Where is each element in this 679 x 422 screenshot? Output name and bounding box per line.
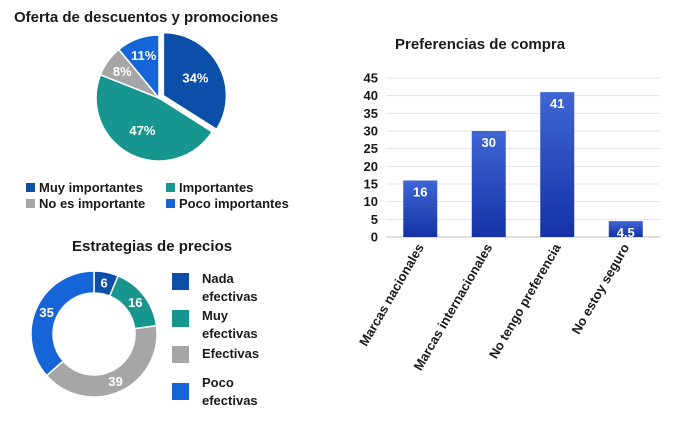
- legend-swatch: [166, 199, 175, 208]
- legend-swatch: [26, 183, 35, 192]
- doughnut-segment-label: 39: [108, 374, 122, 389]
- doughnut-legend-swatch: [172, 346, 189, 363]
- pie-legend-item: Poco importantes: [166, 196, 289, 211]
- pie-slice-label: 47%: [129, 123, 155, 138]
- pie-chart-title: Oferta de descuentos y promociones: [14, 9, 279, 26]
- pie-legend-item: Importantes: [166, 180, 253, 195]
- x-category-label: Marcas nacionales: [356, 241, 427, 349]
- y-tick-label: 45: [364, 71, 378, 86]
- doughnut-legend-swatch: [172, 310, 189, 327]
- doughnut-legend-label: Efectivas: [202, 346, 260, 361]
- x-category-label: No estoy seguro: [568, 241, 632, 337]
- pie-slice: [162, 31, 228, 131]
- bar-chart-title: Preferencias de compra: [395, 36, 566, 53]
- legend-label: Muy importantes: [39, 180, 144, 195]
- doughnut-legend-swatch: [172, 273, 189, 290]
- x-category-label: Marcas internacionales: [410, 241, 495, 373]
- pie-legend-item: Muy importantes: [26, 180, 143, 195]
- y-tick-label: 20: [364, 159, 378, 174]
- doughnut-segment-label: 35: [39, 305, 53, 320]
- legend-label: Poco importantes: [179, 196, 289, 211]
- pie-slice: [117, 34, 160, 101]
- pie-slice-label: 11%: [131, 48, 157, 63]
- y-tick-label: 30: [364, 124, 378, 139]
- bar: [403, 180, 438, 237]
- bar-value-label: 30: [482, 135, 496, 150]
- bar-value-label: 41: [550, 96, 564, 111]
- pie-slice-label: 8%: [113, 64, 132, 79]
- doughnut-legend-swatch: [172, 383, 189, 400]
- doughnut-segment-label: 16: [128, 295, 142, 310]
- bar: [540, 92, 575, 237]
- legend-label: No es importante: [39, 196, 146, 211]
- y-tick-label: 5: [371, 212, 378, 227]
- doughnut-legend-label: Poco efectivas: [202, 375, 258, 408]
- legend-label: Importantes: [179, 180, 254, 195]
- y-tick-label: 0: [371, 230, 378, 245]
- bar: [608, 221, 643, 237]
- y-tick-label: 35: [364, 106, 378, 121]
- doughnut-segment: [45, 324, 158, 398]
- legend-swatch: [26, 199, 35, 208]
- doughnut-legend-label: Muy efectivas: [202, 308, 258, 341]
- bar-value-label: 16: [413, 184, 427, 199]
- x-category-label: No tengo preferencia: [486, 240, 564, 361]
- y-tick-label: 25: [364, 141, 378, 156]
- doughnut-legend-label: Nada efectivas: [202, 271, 258, 304]
- bar: [471, 131, 506, 237]
- pie-slice: [95, 73, 214, 162]
- legend-swatch: [166, 183, 175, 192]
- y-tick-label: 40: [364, 88, 378, 103]
- y-tick-label: 10: [364, 194, 378, 209]
- pie-slice-label: 34%: [182, 70, 208, 85]
- doughnut-segment-label: 6: [101, 275, 108, 290]
- pie-legend-item: No es importante: [26, 196, 145, 211]
- doughnut-chart-title: Estrategias de precios: [72, 238, 233, 255]
- y-tick-label: 15: [364, 177, 378, 192]
- bar-value-label: 4,5: [617, 225, 635, 240]
- doughnut-segment: [30, 270, 95, 377]
